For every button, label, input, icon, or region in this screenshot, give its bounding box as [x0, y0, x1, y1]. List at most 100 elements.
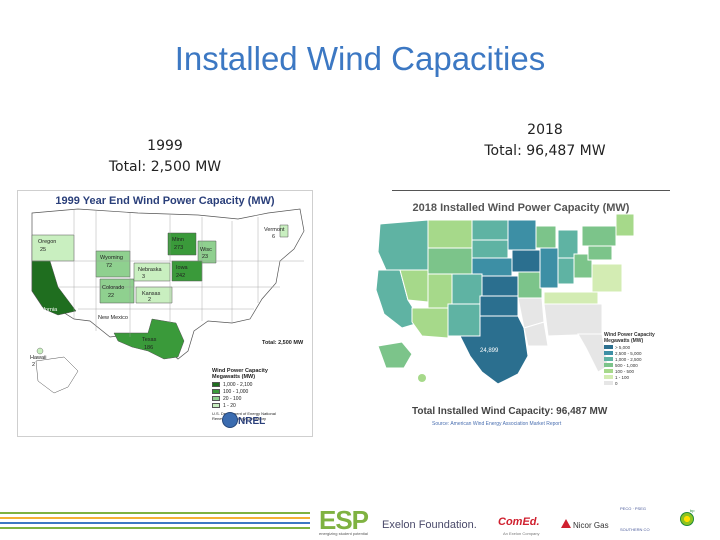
legend-range: 100 - 500: [615, 368, 635, 374]
legend-swatch: [604, 350, 613, 356]
slide-title: Installed Wind Capacities: [174, 40, 546, 77]
nrel-globe-icon: [222, 412, 238, 428]
map-2018: 24,899 2018 Installed Wind Power Capacit…: [372, 196, 670, 432]
value-wisc: 23: [202, 254, 208, 260]
label-kansas: Kansas: [142, 291, 161, 297]
caption-2018-total: Total: 96,487 MW: [484, 143, 606, 159]
legend-range: > 5,000: [615, 344, 631, 350]
state-illinois: [539, 247, 559, 289]
label-colorado: Colorado: [102, 285, 124, 291]
comed-tagline: An Exelon Company: [503, 531, 540, 536]
legend-range: 1 - 20: [223, 402, 236, 409]
legend-swatch: [212, 396, 220, 401]
state-virginia: [591, 263, 623, 293]
legend-range: 0: [615, 380, 618, 386]
label-vermont: Vermont: [264, 227, 285, 233]
map-2018-title: 2018 Installed Wind Power Capacity (MW): [412, 202, 630, 214]
legend-swatch: [212, 389, 220, 394]
state-utah: [427, 273, 453, 309]
label-minn: Minn: [172, 237, 184, 243]
state-minnesota: [167, 232, 197, 256]
state-new-york: [581, 225, 617, 247]
state-alaska: [377, 341, 413, 369]
state-tennessee: [543, 291, 599, 305]
legend-1999-title: Wind Power Capacity Megawatts (MW): [212, 368, 268, 380]
legend-1999-row: 20 - 100: [212, 395, 288, 402]
esp-logo: ESP: [319, 505, 369, 535]
legend-range: 20 - 100: [223, 395, 242, 402]
legend-range: 1 - 100: [615, 374, 630, 380]
caption-1999-year: 1999: [147, 138, 183, 154]
state-hawaii: [418, 374, 426, 382]
label-new-mexico: New Mexico: [98, 315, 128, 321]
legend-swatch: [212, 403, 220, 408]
legend-swatch: [604, 344, 613, 350]
legend-2018-row: 1,000 - 2,500: [604, 356, 666, 362]
nrel-logo: NREL: [238, 416, 266, 427]
map-1999-title: 1999 Year End Wind Power Capacity (MW): [55, 195, 275, 207]
value-oregon: 25: [40, 247, 46, 253]
us-outline: [31, 208, 305, 360]
state-nebraska: [471, 257, 513, 277]
state-montana: [427, 219, 473, 249]
state-arizona: [411, 307, 449, 339]
nicor-triangle-icon: [561, 519, 571, 528]
state-oklahoma: [479, 295, 519, 317]
legend-range: 100 - 1,000: [223, 388, 249, 395]
state-alaska: [35, 356, 79, 394]
value-kansas: 2: [148, 297, 151, 303]
label-nebraska: Nebraska: [138, 267, 162, 273]
map-1999: Oregon 25 Wyoming 72 Colorado 22 Nebrask…: [17, 190, 313, 437]
divider-line: [392, 190, 670, 191]
legend-range: 1,000 - 2,100: [223, 381, 253, 388]
legend-swatch: [604, 362, 613, 368]
value-texas: 186: [144, 345, 153, 351]
caption-2018: 2018 Total: 96,487 MW: [440, 120, 650, 162]
label-hawaii: Hawaii: [30, 355, 47, 361]
state-wisconsin: [197, 240, 217, 264]
legend-1999-row: 1,000 - 2,100: [212, 381, 288, 388]
state-iowa: [511, 249, 541, 273]
label-iowa: Iowa: [176, 265, 189, 271]
legend-1999-row: 1 - 20: [212, 402, 288, 409]
value-california: 1,646: [38, 314, 52, 320]
state-south-dakota: [471, 239, 509, 259]
footer-stripes: [0, 510, 310, 534]
state-north-dakota: [471, 219, 509, 241]
legend-2018-row: 0: [604, 380, 666, 386]
footer-stripe: [0, 527, 310, 529]
state-missouri: [517, 271, 543, 299]
footer-stripe: [0, 522, 310, 524]
caption-2018-year: 2018: [527, 122, 563, 138]
legend-1999-credit: U.S. Department of Energy National Renew…: [212, 411, 276, 421]
value-colorado: 22: [108, 293, 114, 299]
bp-logo-text: bp: [690, 508, 695, 513]
state-indiana: [557, 257, 575, 285]
state-colorado: [99, 278, 135, 304]
state-louisiana: [523, 321, 549, 347]
caption-1999-total: Total: 2,500 MW: [108, 159, 222, 175]
value-vermont: 6: [272, 234, 275, 240]
legend-2018-row: > 5,000: [604, 344, 666, 350]
partner-logo: PECO · PSEG: [620, 506, 647, 511]
value-minn: 273: [174, 245, 183, 251]
state-wyoming: [427, 247, 473, 275]
legend-range: 1,000 - 2,500: [615, 356, 642, 362]
map-1999-total: Total: 2,500 MW: [262, 340, 304, 346]
legend-2018-title: Wind Power Capacity Megawatts (MW): [604, 332, 655, 344]
caption-1999: 1999 Total: 2,500 MW: [60, 136, 270, 178]
state-washington-oregon: [377, 219, 429, 271]
footer-stripe: [0, 512, 310, 514]
map-2018-source: Source: American Wind Energy Association…: [432, 421, 562, 427]
state-southeast: [543, 303, 603, 337]
legend-swatch: [604, 374, 613, 380]
nicor-gas-logo: Nicor Gas: [573, 521, 609, 530]
label-oregon: Oregon: [38, 239, 56, 245]
label-texas: Texas: [142, 337, 157, 343]
state-texas: [459, 315, 529, 385]
state-vermont: [279, 224, 289, 238]
legend-1999-row: 100 - 1,000: [212, 388, 288, 395]
legend-2018-row: 1 - 100: [604, 374, 666, 380]
legend-swatch: [212, 382, 220, 387]
esp-tagline: energizing student potential: [319, 531, 368, 536]
